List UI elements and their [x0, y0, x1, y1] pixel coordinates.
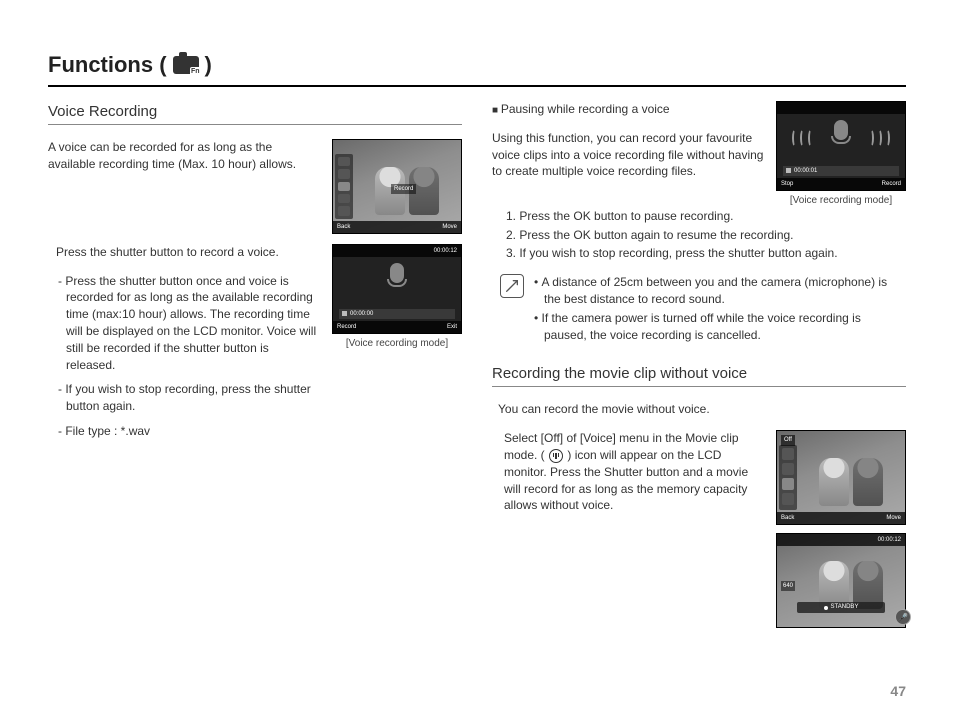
botbar-record: Record	[337, 323, 356, 331]
rec-elapsed: 00:00:12	[434, 247, 457, 255]
step-3: 3. If you wish to stop recording, press …	[506, 245, 906, 262]
pause-screenshot: 00:00:01 Stop Record	[776, 101, 906, 191]
movie-instructions: Select [Off] of [Voice] menu in the Movi…	[504, 430, 764, 514]
step-2: 2. Press the OK button again to resume t…	[506, 227, 906, 244]
voice-caption: [Voice recording mode]	[332, 337, 462, 351]
movie-menu-screenshot: Off Back Move	[776, 430, 906, 525]
voice-recording-screenshot: 00:00:12 00:00:00 Record Exit	[332, 244, 462, 334]
camera-fn-icon	[173, 56, 199, 74]
botbar-back: Back	[337, 223, 350, 231]
bullet-1: - Press the shutter button once and voic…	[56, 273, 320, 374]
mic-off-badge-icon: 🎤	[895, 609, 911, 625]
title-suffix: )	[205, 50, 212, 81]
movie-no-voice-heading: Recording the movie clip without voice	[492, 363, 906, 387]
off-badge: Off	[781, 435, 795, 445]
left-column: Voice Recording A voice can be recorded …	[48, 101, 462, 628]
tip-box: A distance of 25cm between you and the c…	[500, 274, 906, 345]
botbar-move: Move	[442, 223, 457, 231]
page-title: Functions ( )	[48, 50, 906, 87]
resolution-badge: 640	[781, 581, 795, 591]
menu-sidebar	[335, 154, 353, 219]
voice-intro-text: A voice can be recorded for as long as t…	[48, 139, 320, 173]
voice-off-icon	[549, 449, 563, 463]
tip-1: A distance of 25cm between you and the c…	[534, 274, 906, 308]
standby-screenshot: 00:00:12 640 STANDBY 🎤	[776, 533, 906, 628]
movie-intro: You can record the movie without voice.	[498, 401, 906, 418]
botbar-record: Record	[882, 180, 901, 188]
tip-2: If the camera power is turned off while …	[534, 310, 906, 344]
title-prefix: Functions (	[48, 50, 167, 81]
microphone-icon	[830, 120, 852, 150]
note-icon	[500, 274, 524, 298]
pause-heading: Pausing while recording a voice	[492, 101, 764, 118]
shutter-instruction: Press the shutter button to record a voi…	[56, 244, 320, 261]
right-column: Pausing while recording a voice Using th…	[492, 101, 906, 628]
standby-bar: STANDBY	[797, 602, 885, 613]
microphone-icon	[386, 263, 408, 293]
step-1: 1. Press the OK button to pause recordin…	[506, 208, 906, 225]
botbar-exit: Exit	[447, 323, 457, 331]
sound-wave-left-icon	[787, 124, 815, 152]
menu-screenshot: Record Back Move	[332, 139, 462, 234]
bullet-3: - File type : *.wav	[56, 423, 320, 440]
record-label: Record	[391, 184, 416, 194]
page-number: 47	[890, 682, 906, 702]
timer-bar: 00:00:00	[339, 309, 455, 319]
sound-wave-right-icon	[867, 124, 895, 152]
voice-recording-heading: Voice Recording	[48, 101, 462, 125]
steps-list: 1. Press the OK button to pause recordin…	[506, 208, 906, 262]
pause-text: Using this function, you can record your…	[492, 130, 764, 180]
botbar-stop: Stop	[781, 180, 793, 188]
pause-caption: [Voice recording mode]	[776, 194, 906, 208]
bullet-2: - If you wish to stop recording, press t…	[56, 381, 320, 415]
